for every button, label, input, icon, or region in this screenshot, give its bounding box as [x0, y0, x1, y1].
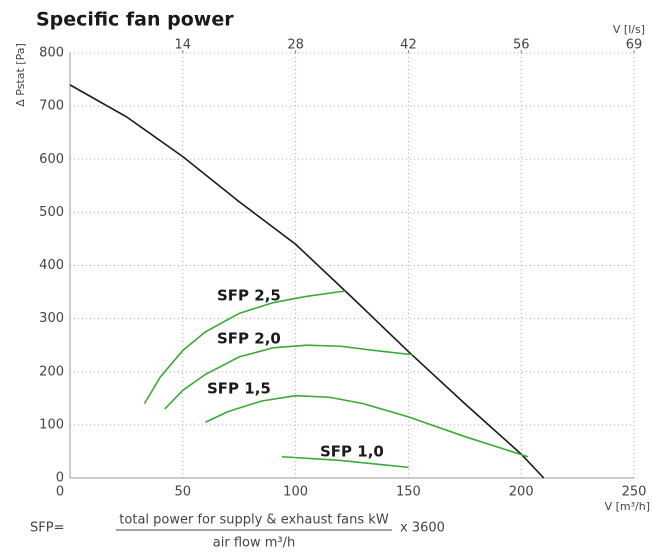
curve-label: SFP 2,0 — [217, 330, 281, 348]
x-tick-label: 250 — [622, 485, 647, 500]
curve — [164, 344, 414, 410]
y-tick-label: 800 — [39, 46, 64, 61]
curve — [143, 290, 346, 405]
y-tick-label: 500 — [39, 205, 64, 220]
y-tick-label: 0 — [56, 471, 64, 486]
formula-denominator: air flow m³/h — [213, 536, 295, 551]
y-axis-label: Δ Pstat [Pa] — [14, 43, 27, 107]
y-tick-label: 600 — [39, 152, 64, 167]
y-tick-label: 400 — [39, 258, 64, 273]
formula-numerator: total power for supply & exhaust fans kW — [119, 513, 389, 528]
chart-title: Specific fan power — [36, 9, 234, 31]
y-tick-label: 200 — [39, 364, 64, 379]
y-tick-label: 700 — [39, 99, 64, 114]
x-axis-label: V [m³/h] — [605, 500, 650, 513]
curve — [205, 394, 529, 458]
curve-label: SFP 1,5 — [207, 380, 271, 398]
curve — [282, 455, 409, 469]
x-tick-label: 0 — [56, 485, 64, 500]
x-tick-label: 100 — [283, 485, 308, 500]
formula-factor: x 3600 — [400, 521, 445, 536]
curve — [69, 84, 545, 479]
x-tick-label: 150 — [396, 485, 421, 500]
curve-label: SFP 2,5 — [217, 287, 281, 305]
formula-lhs: SFP= — [30, 521, 64, 536]
y-tick-label: 300 — [39, 311, 64, 326]
x2-tick-label: 14 — [175, 38, 192, 53]
x2-tick-label: 42 — [400, 38, 417, 53]
x2-tick-label: 69 — [626, 38, 643, 53]
curve-label: SFP 1,0 — [320, 443, 384, 461]
y-tick-label: 100 — [39, 417, 64, 432]
x2-tick-label: 56 — [513, 38, 530, 53]
x-tick-label: 50 — [175, 485, 192, 500]
x-tick-label: 200 — [509, 485, 534, 500]
x2-axis-label: V [l/s] — [613, 23, 645, 36]
x2-tick-label: 28 — [287, 38, 304, 53]
